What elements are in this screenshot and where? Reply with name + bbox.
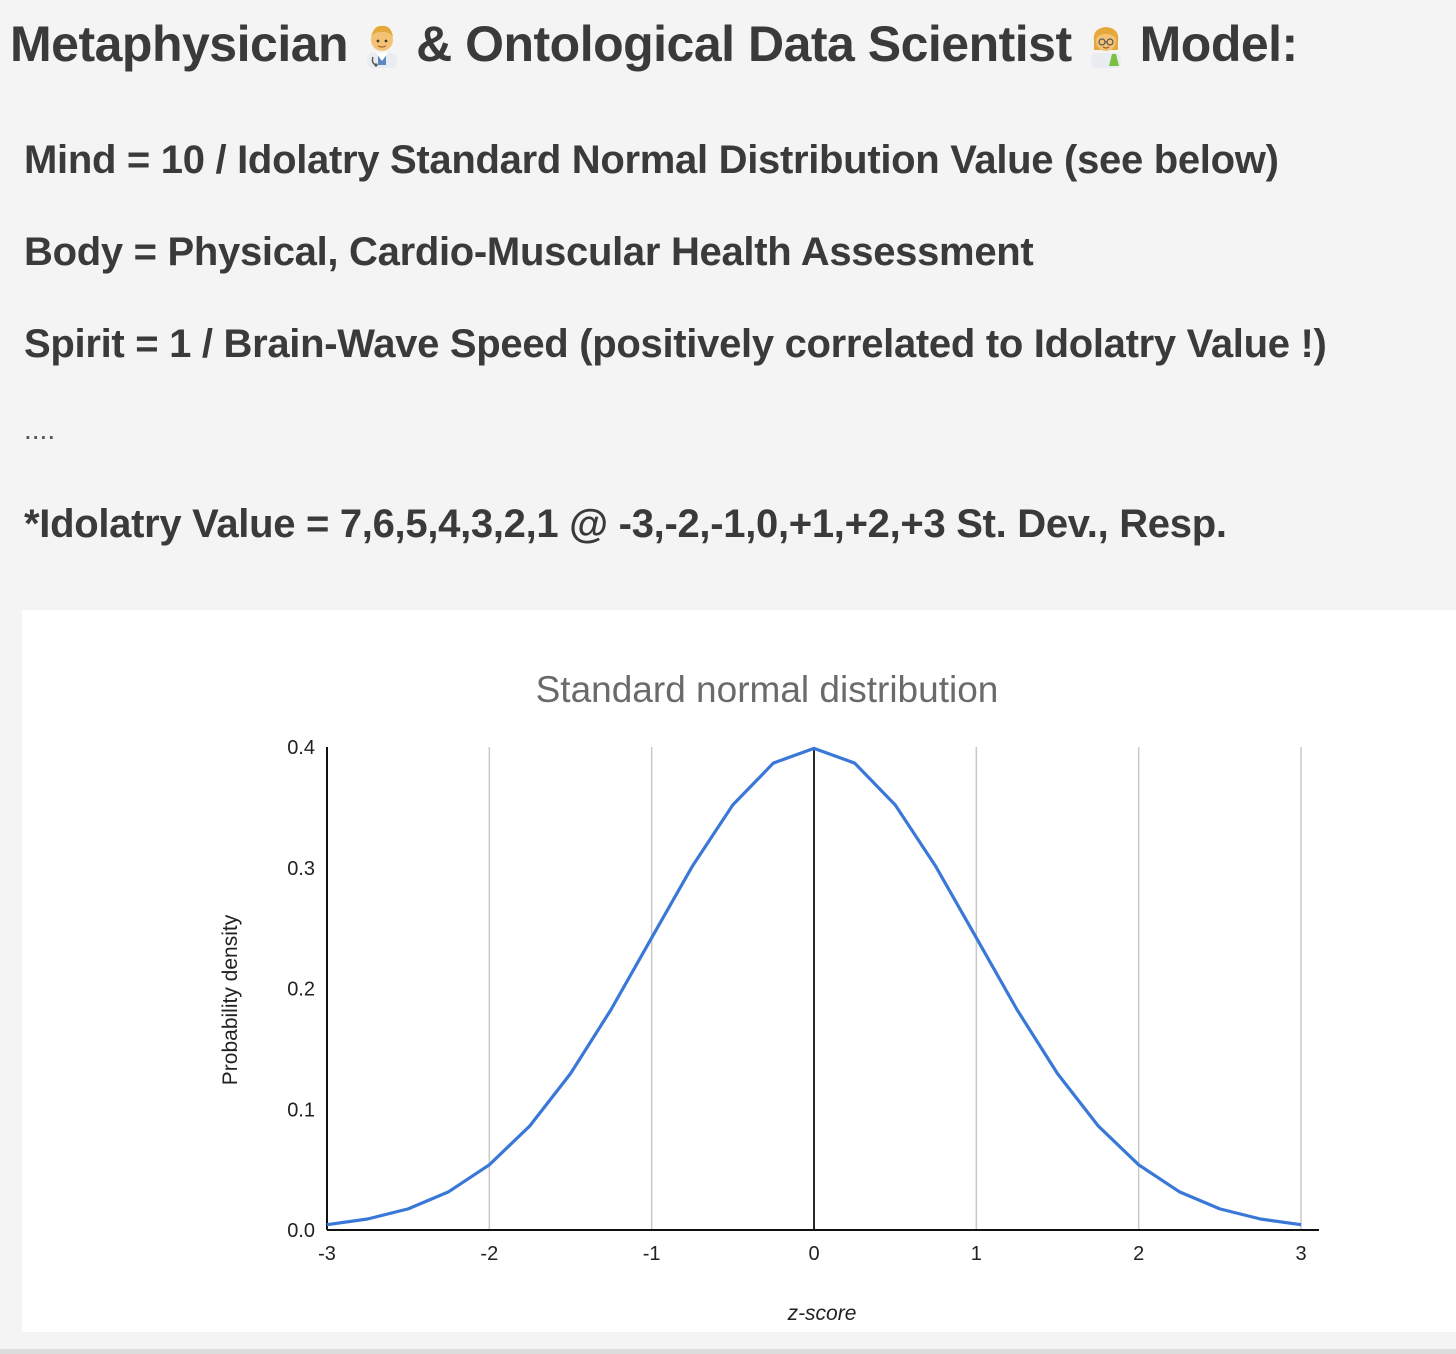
x-tick-labels: -3 -2 -1 0 1 2 3 [318,1243,1306,1265]
x-axis-label: z-score [787,1302,857,1325]
y-tick-label: 0.3 [287,858,315,880]
heading-part-1: Metaphysician [10,16,349,72]
y-tick-label: 0.2 [287,979,315,1001]
man-health-worker-icon [362,21,402,68]
x-tick-label: 3 [1295,1243,1306,1265]
y-axis-label: Probability density [219,914,242,1085]
y-tick-label: 0.0 [287,1220,315,1242]
grid-lines [488,747,1302,1230]
y-tick-labels: 0.0 0.1 0.2 0.3 0.4 [287,737,315,1242]
body-definition: Body = Physical, Cardio-Muscular Health … [24,230,1034,274]
chart-title: Standard normal distribution [536,669,999,710]
page-heading: Metaphysician & Ontological Data Scienti… [10,14,1298,74]
chart-card: Standard normal distribution -3 -2 -1 0 1 2 3 … [22,610,1456,1332]
idolatry-definition: *Idolatry Value = 7,6,5,4,3,2,1 @ -3,-2,… [24,502,1227,546]
y-tick-label: 0.4 [287,737,315,759]
spirit-definition: Spirit = 1 / Brain-Wave Speed (positivel… [24,322,1327,366]
heading-part-3: Model: [1139,16,1299,72]
normal-distribution-chart: Standard normal distribution -3 -2 -1 0 1 2 3 … [219,669,1319,1325]
x-tick-label: 0 [808,1243,819,1265]
ellipsis-dots: .... [24,414,56,445]
woman-scientist-icon [1086,21,1126,68]
x-tick-label: 2 [1133,1243,1144,1265]
x-tick-label: -3 [318,1243,336,1265]
mind-definition: Mind = 10 / Idolatry Standard Normal Dis… [24,138,1279,182]
axes [326,747,1319,1231]
x-tick-label: -2 [480,1243,498,1265]
x-tick-label: 1 [971,1243,982,1265]
heading-part-2: & Ontological Data Scientist [416,16,1072,72]
y-tick-label: 0.1 [287,1099,315,1121]
density-curve [326,746,1302,1227]
x-tick-label: -1 [643,1243,661,1265]
page-bottom-border [0,1349,1456,1354]
